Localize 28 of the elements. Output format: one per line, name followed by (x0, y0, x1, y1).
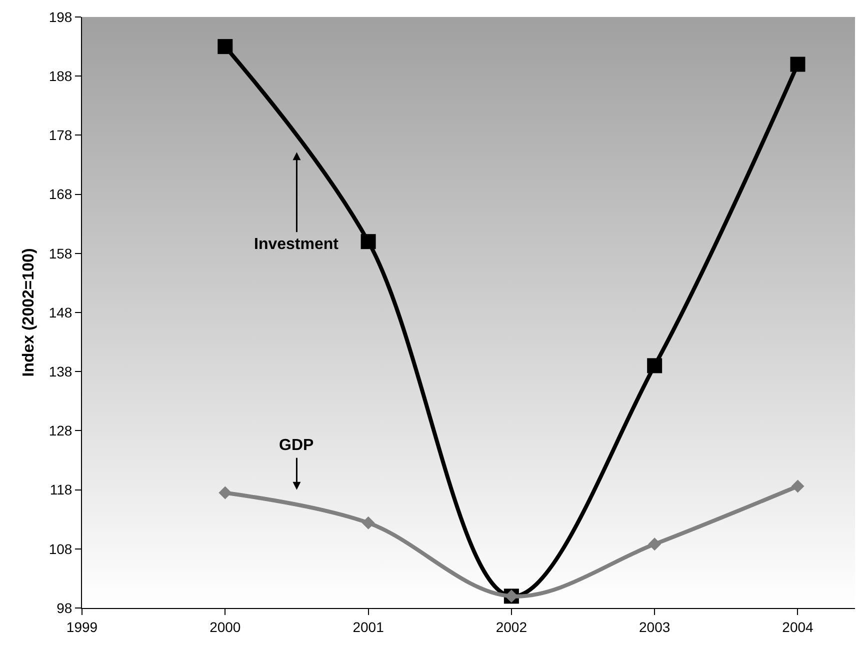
x-tick-label: 2000 (210, 618, 241, 635)
y-tick-label: 178 (48, 127, 72, 144)
x-tick-label: 2004 (782, 618, 814, 635)
point (648, 538, 662, 551)
x-tick-label: 2002 (496, 618, 528, 635)
series-label: Investment (254, 236, 340, 253)
y-tick-label: 158 (48, 245, 72, 262)
y-tick-label: 188 (48, 68, 72, 84)
text: GDP (279, 437, 314, 454)
x-tick-label: 2001 (352, 618, 384, 635)
point (790, 56, 806, 72)
y-tick-label: 138 (48, 364, 72, 380)
x-tick-label: 1999 (66, 618, 98, 635)
y-tick-label: 128 (48, 422, 72, 439)
y-tick-label: 118 (50, 482, 72, 498)
y-tick-label: 198 (48, 8, 72, 25)
y-tick-label: 168 (48, 186, 72, 202)
y-tick-label: 98 (56, 600, 72, 616)
y-tick-label: 108 (48, 540, 72, 557)
y-tick-label: 148 (48, 304, 72, 320)
point (362, 516, 375, 530)
y-axis-title: Index (2002=100) (20, 248, 38, 377)
point (360, 234, 376, 250)
point (218, 39, 233, 54)
point (218, 486, 232, 500)
point (647, 358, 662, 374)
point (791, 480, 804, 493)
x-tick-label: 2003 (639, 618, 670, 635)
